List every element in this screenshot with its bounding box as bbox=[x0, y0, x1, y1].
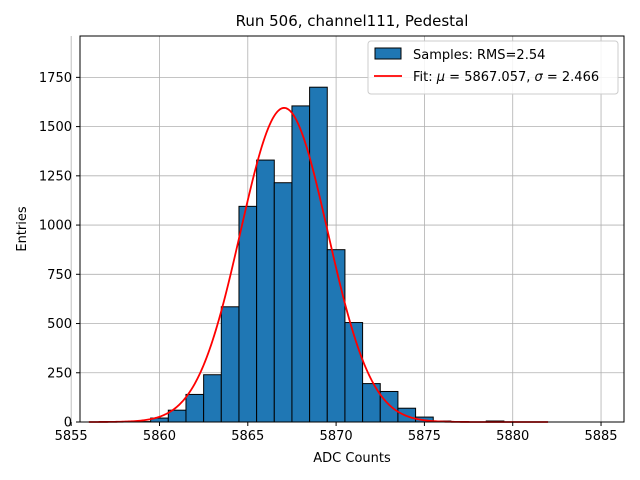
histogram-bar bbox=[326, 249, 346, 423]
legend-mu-symbol: μ bbox=[436, 70, 445, 85]
x-tick-label: 5885 bbox=[584, 429, 617, 444]
legend-fit-label: Fit: μ = 5867.057, σ = 2.466 bbox=[413, 70, 599, 85]
legend-mu-value: = 5867.057, bbox=[445, 70, 534, 85]
x-axis-label: ADC Counts bbox=[313, 451, 391, 466]
histogram-bar bbox=[185, 393, 205, 423]
y-tick-label: 1500 bbox=[39, 120, 72, 135]
x-tick-label: 5880 bbox=[496, 429, 529, 444]
y-tick-label: 1000 bbox=[39, 219, 72, 234]
histogram-bar bbox=[309, 86, 328, 423]
x-axis-ticks: 5855 5860 5865 5870 5875 5880 5885 bbox=[55, 422, 618, 444]
chart-title: Run 506, channel111, Pedestal bbox=[236, 12, 469, 30]
legend-fit-prefix: Fit: bbox=[413, 70, 437, 85]
y-axis-label: Entries bbox=[15, 206, 30, 252]
histogram-bar bbox=[291, 105, 311, 423]
legend-samples-swatch bbox=[374, 47, 402, 60]
plot-frame bbox=[79, 35, 625, 423]
y-axis-ticks: 0 250 500 750 1000 1250 1500 1750 bbox=[39, 71, 80, 431]
histogram-bar bbox=[238, 205, 258, 423]
histogram-bar bbox=[220, 306, 240, 423]
x-tick-label: 5855 bbox=[55, 429, 88, 444]
x-tick-label: 5875 bbox=[408, 429, 441, 444]
y-tick-label: 750 bbox=[47, 268, 72, 283]
y-tick-label: 1250 bbox=[39, 169, 72, 184]
x-tick-label: 5860 bbox=[143, 429, 176, 444]
histogram-bar bbox=[256, 159, 275, 423]
x-tick-label: 5870 bbox=[320, 429, 353, 444]
y-tick-label: 250 bbox=[47, 366, 72, 381]
histogram-bar bbox=[379, 390, 399, 423]
legend-samples-label: Samples: RMS=2.54 bbox=[413, 48, 545, 63]
histogram-bar bbox=[273, 182, 293, 423]
y-tick-label: 500 bbox=[47, 317, 72, 332]
legend-box bbox=[367, 40, 619, 95]
y-tick-label: 0 bbox=[64, 416, 72, 431]
legend-sigma-value: = 2.466 bbox=[543, 70, 599, 85]
legend: Samples: RMS=2.54 Fit: μ = 5867.057, σ =… bbox=[367, 40, 619, 95]
x-tick-label: 5865 bbox=[231, 429, 264, 444]
legend-sigma-symbol: σ bbox=[535, 70, 544, 85]
y-tick-label: 1750 bbox=[39, 71, 72, 86]
histogram-bar bbox=[203, 374, 222, 423]
